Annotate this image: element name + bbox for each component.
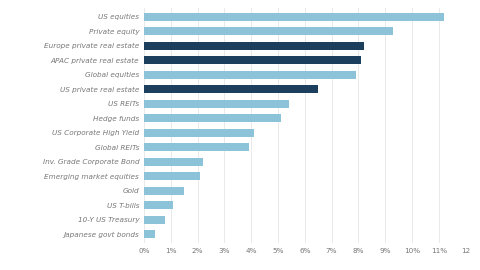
Bar	[144, 201, 173, 209]
Bar	[144, 158, 203, 166]
Bar	[144, 71, 356, 79]
Bar	[144, 13, 444, 21]
Bar	[144, 27, 393, 35]
Bar	[144, 230, 155, 238]
Bar	[144, 42, 364, 50]
Bar	[144, 114, 281, 122]
Bar	[144, 172, 200, 180]
Bar	[144, 143, 249, 151]
Bar	[144, 129, 254, 137]
Bar	[144, 187, 184, 195]
Bar	[144, 85, 318, 93]
Bar	[144, 216, 166, 224]
Bar	[144, 100, 289, 108]
Bar	[144, 56, 361, 64]
